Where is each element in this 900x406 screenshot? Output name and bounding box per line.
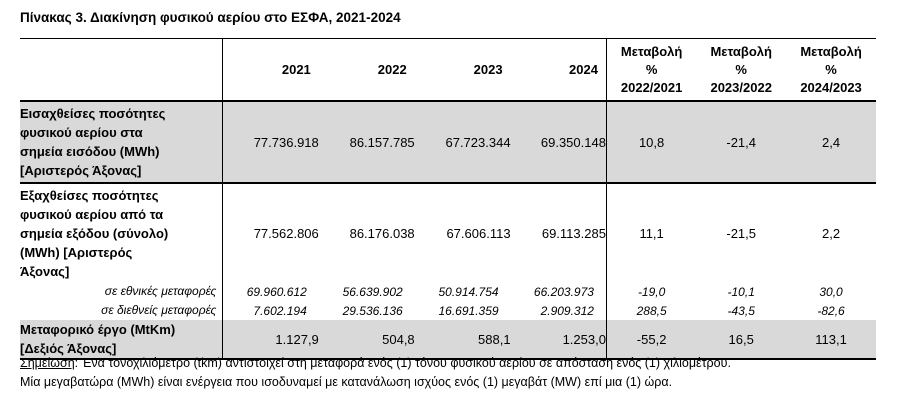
table-row-exit: Εξαχθείσες ποσότητες φυσικού αερίου από τ… bbox=[20, 183, 876, 282]
value-cell: 16.691.359 bbox=[438, 303, 499, 318]
change-cell: 2,2 bbox=[822, 225, 841, 241]
change-cell: 30,0 bbox=[819, 284, 843, 299]
value-cell: 66.203.973 bbox=[510, 282, 607, 301]
footnote-line-2: Μία μεγαβατώρα (MWh) είναι ενέργεια που … bbox=[20, 375, 673, 389]
value-cell: 1.253,0 bbox=[510, 320, 607, 360]
value-cell: 67.606.113 bbox=[446, 225, 511, 241]
value-cell: 77.736.918 bbox=[222, 101, 319, 184]
header-change-2024-2023: Μεταβολή% 2024/2023 bbox=[786, 38, 876, 102]
change-cell: -10,1 bbox=[727, 284, 755, 299]
footnote: Σημείωση: Ένα τονοχιλιόμετρο (tkm) αντισ… bbox=[20, 354, 880, 392]
table-row-domestic: σε εθνικές μεταφορές 69.960.612 56.639.9… bbox=[20, 282, 876, 301]
footnote-label: Σημείωση bbox=[20, 356, 75, 370]
value-cell: 67.723.344 bbox=[414, 101, 511, 184]
row-label-domestic: σε εθνικές μεταφορές bbox=[20, 282, 224, 301]
header-change-2022-2021: Μεταβολή% 2022/2021 bbox=[606, 38, 697, 102]
footnote-text-1: : Ένα τονοχιλιόμετρο (tkm) αντιστοιχεί σ… bbox=[74, 356, 731, 370]
gas-transport-table: 2021 2022 2023 2024 Μεταβολή% 2022/2021 Μ… bbox=[20, 38, 876, 360]
header-row: 2021 2022 2023 2024 Μεταβολή% 2022/2021 Μ… bbox=[20, 38, 876, 102]
header-year-2023: 2023 bbox=[414, 38, 511, 102]
row-label-exit: Εξαχθείσες ποσότητες φυσικού αερίου από τ… bbox=[20, 183, 224, 282]
row-label-entry: Εισαχθείσες ποσότητες φυσικού αερίου στα … bbox=[20, 101, 224, 184]
change-cell: 2,4 bbox=[786, 101, 876, 184]
row-label-transport: Μεταφορικό έργο (MtKm) [Δεξιός Άξονας] bbox=[20, 320, 224, 360]
header-year-2021: 2021 bbox=[222, 38, 319, 102]
value-cell: 56.639.902 bbox=[342, 284, 403, 299]
header-change-2023-2022: Μεταβολή% 2023/2022 bbox=[696, 38, 787, 102]
header-year-2022: 2022 bbox=[318, 38, 415, 102]
header-empty-cell bbox=[20, 38, 224, 102]
change-cell: -19,0 bbox=[637, 284, 666, 299]
value-cell: 69.960.612 bbox=[246, 284, 307, 299]
value-cell: 86.176.038 bbox=[349, 225, 415, 241]
value-cell: 7.602.194 bbox=[253, 303, 307, 318]
change-cell: 288,5 bbox=[636, 303, 667, 318]
change-cell: -21,4 bbox=[696, 101, 787, 184]
table-row-international: σε διεθνείς μεταφορές 7.602.194 29.536.1… bbox=[20, 301, 876, 320]
table-row-entry: Εισαχθείσες ποσότητες φυσικού αερίου στα … bbox=[20, 101, 876, 184]
change-cell: -82,6 bbox=[817, 303, 845, 318]
row-label-international: σε διεθνείς μεταφορές bbox=[20, 301, 224, 320]
value-cell: 588,1 bbox=[414, 320, 511, 360]
value-cell: 69.350.148 bbox=[510, 101, 607, 184]
change-cell: 11,1 bbox=[639, 225, 664, 241]
table-title: Πίνακας 3. Διακίνηση φυσικού αερίου στο … bbox=[20, 10, 401, 25]
value-cell: 1.127,9 bbox=[222, 320, 319, 360]
value-cell: 2.909.312 bbox=[510, 301, 607, 320]
change-cell: 113,1 bbox=[786, 320, 876, 360]
value-cell: 504,8 bbox=[318, 320, 415, 360]
change-cell: 10,8 bbox=[606, 101, 697, 184]
change-cell: -43,5 bbox=[727, 303, 755, 318]
footnote-line-1: Σημείωση: Ένα τονοχιλιόμετρο (tkm) αντισ… bbox=[20, 354, 880, 373]
change-cell: -55,2 bbox=[606, 320, 697, 360]
table-row-transport: Μεταφορικό έργο (MtKm) [Δεξιός Άξονας] 1.… bbox=[20, 320, 876, 360]
value-cell: 29.536.136 bbox=[342, 303, 403, 318]
value-cell: 86.157.785 bbox=[318, 101, 415, 184]
header-year-2024: 2024 bbox=[510, 38, 607, 102]
change-cell: -21,5 bbox=[726, 225, 757, 241]
value-cell: 69.113.285 bbox=[510, 183, 607, 282]
value-cell: 50.914.754 bbox=[438, 284, 499, 299]
value-cell: 77.562.806 bbox=[253, 225, 319, 241]
change-cell: 16,5 bbox=[696, 320, 787, 360]
